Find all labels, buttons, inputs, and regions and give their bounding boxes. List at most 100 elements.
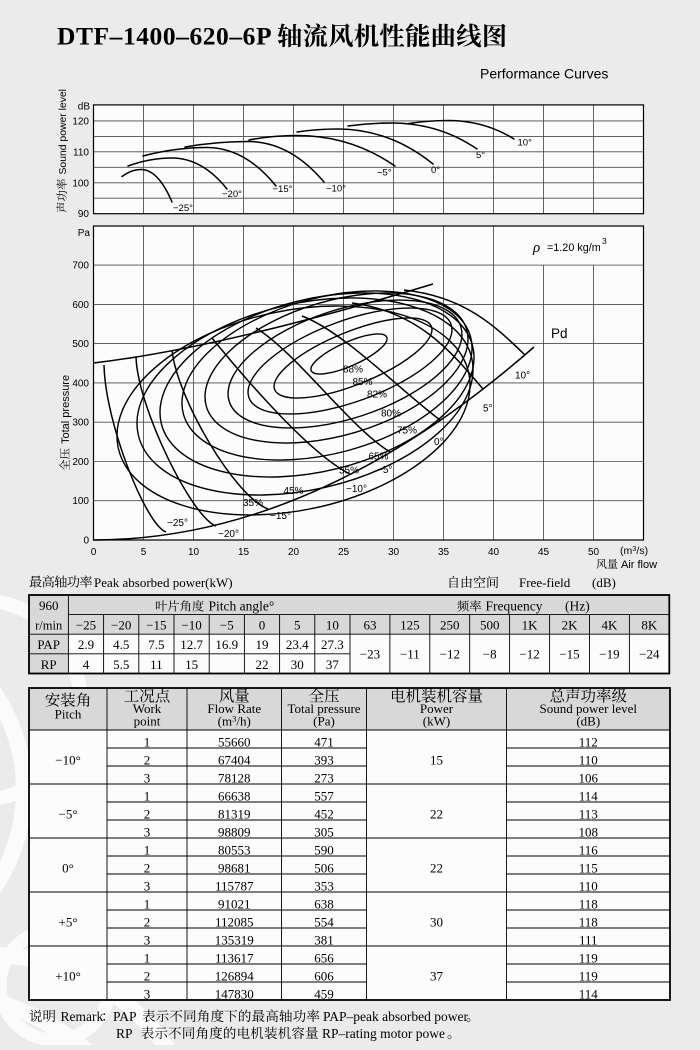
svg-text:80%: 80% [381,409,401,420]
svg-text:118: 118 [579,896,598,911]
svg-text:PAP–peak absorbed power: PAP–peak absorbed power [323,1009,468,1024]
svg-text:0: 0 [83,536,89,547]
svg-text:−20°: −20° [222,189,242,200]
svg-text:(Hz): (Hz) [565,599,590,614]
svg-text:115787: 115787 [215,878,254,893]
svg-text:353: 353 [314,878,334,893]
svg-text:98681: 98681 [218,860,251,875]
svg-text:2: 2 [144,752,151,767]
svg-text:3: 3 [144,824,151,839]
svg-text:−10°: −10° [346,484,367,495]
svg-text:16.9: 16.9 [215,637,238,652]
svg-text:3: 3 [144,986,151,1001]
svg-text:0°: 0° [434,437,444,448]
svg-text:112085: 112085 [215,914,254,929]
svg-text:45: 45 [538,547,550,558]
svg-text:point: point [134,714,161,729]
svg-text:45%: 45% [284,486,304,497]
svg-text:200: 200 [72,457,89,468]
svg-text:22: 22 [430,860,443,875]
svg-text:22: 22 [430,806,443,821]
svg-text:Sound power level: Sound power level [58,89,69,175]
svg-text:−20: −20 [111,618,131,633]
svg-text:−5°: −5° [377,168,392,179]
svg-text:(Pa): (Pa) [313,714,335,729]
svg-text:(dB): (dB) [576,714,600,729]
svg-text:554: 554 [314,914,334,929]
svg-text:Total pressure: Total pressure [287,701,360,716]
svg-text:78128: 78128 [218,770,251,785]
svg-text:30: 30 [388,547,400,558]
svg-text:−15°: −15° [270,511,291,522]
svg-text:(m3/s): (m3/s) [620,544,648,557]
svg-text:108: 108 [579,824,599,839]
svg-text:Flow Rate: Flow Rate [207,701,261,716]
svg-text:75%: 75% [397,426,417,437]
svg-text:393: 393 [314,752,334,767]
svg-text:110: 110 [579,878,598,893]
svg-text:10°: 10° [518,138,533,149]
svg-text:2.9: 2.9 [78,637,94,652]
svg-text:112: 112 [579,734,598,749]
svg-text:=1.20 kg/m: =1.20 kg/m [547,242,601,254]
svg-text:PAP: PAP [113,1009,137,1024]
svg-text:−10°: −10° [55,752,81,767]
svg-text:DTF–1400–620–6P: DTF–1400–620–6P [57,22,272,51]
svg-text:50: 50 [588,547,600,558]
svg-text:Pd: Pd [551,326,568,341]
svg-text:ρ: ρ [532,240,540,256]
svg-text:147830: 147830 [215,986,254,1001]
svg-text:Pitch: Pitch [55,707,82,722]
svg-text:273: 273 [314,770,334,785]
svg-text:4: 4 [83,657,90,672]
svg-text:113: 113 [579,806,598,821]
svg-text:−8: −8 [483,647,497,662]
svg-text:82%: 82% [367,390,387,401]
svg-text:88%: 88% [343,365,363,376]
svg-text:452: 452 [314,806,334,821]
svg-text:0°: 0° [431,165,440,176]
svg-text:126894: 126894 [215,968,255,983]
svg-text:−11: −11 [400,647,420,662]
svg-text:40: 40 [488,547,500,558]
svg-text:RP: RP [41,657,57,672]
svg-text:106: 106 [579,770,599,785]
svg-text:471: 471 [314,734,334,749]
svg-text:638: 638 [314,896,334,911]
svg-text:PAP: PAP [37,637,60,652]
svg-text:+10°: +10° [55,968,81,983]
svg-text:85%: 85% [353,377,373,388]
svg-text:4.5: 4.5 [113,637,129,652]
svg-text:(dB): (dB) [592,575,616,590]
svg-text:120: 120 [72,116,89,127]
svg-text:2K: 2K [562,618,579,633]
svg-text:23.4: 23.4 [286,637,309,652]
svg-text:0: 0 [259,618,266,633]
svg-text:Total pressure: Total pressure [60,375,72,444]
svg-text:5: 5 [294,618,301,633]
svg-text:305: 305 [314,824,334,839]
svg-text:381: 381 [314,932,334,947]
svg-text:590: 590 [314,842,334,857]
svg-text:−15: −15 [146,618,166,633]
svg-text:63: 63 [363,618,376,633]
svg-text:−15: −15 [559,647,579,662]
svg-text:1: 1 [144,896,151,911]
svg-text:10: 10 [326,618,339,633]
svg-text:22: 22 [256,657,269,672]
svg-text:−25: −25 [76,618,96,633]
svg-text:−25°: −25° [173,203,193,214]
svg-text:−15°: −15° [273,184,293,195]
svg-text:3: 3 [144,932,151,947]
svg-text:1: 1 [144,842,151,857]
svg-text:−5°: −5° [377,465,392,476]
svg-text:1: 1 [144,734,151,749]
svg-text:Power: Power [420,701,454,716]
svg-text:110: 110 [579,752,598,767]
svg-text:RP–rating motor powe: RP–rating motor powe [322,1026,445,1041]
svg-text:37: 37 [430,968,444,983]
svg-text:Pitch angle°: Pitch angle° [209,599,275,614]
svg-text:656: 656 [314,950,334,965]
svg-text:8K: 8K [641,618,658,633]
svg-text:11: 11 [150,657,163,672]
